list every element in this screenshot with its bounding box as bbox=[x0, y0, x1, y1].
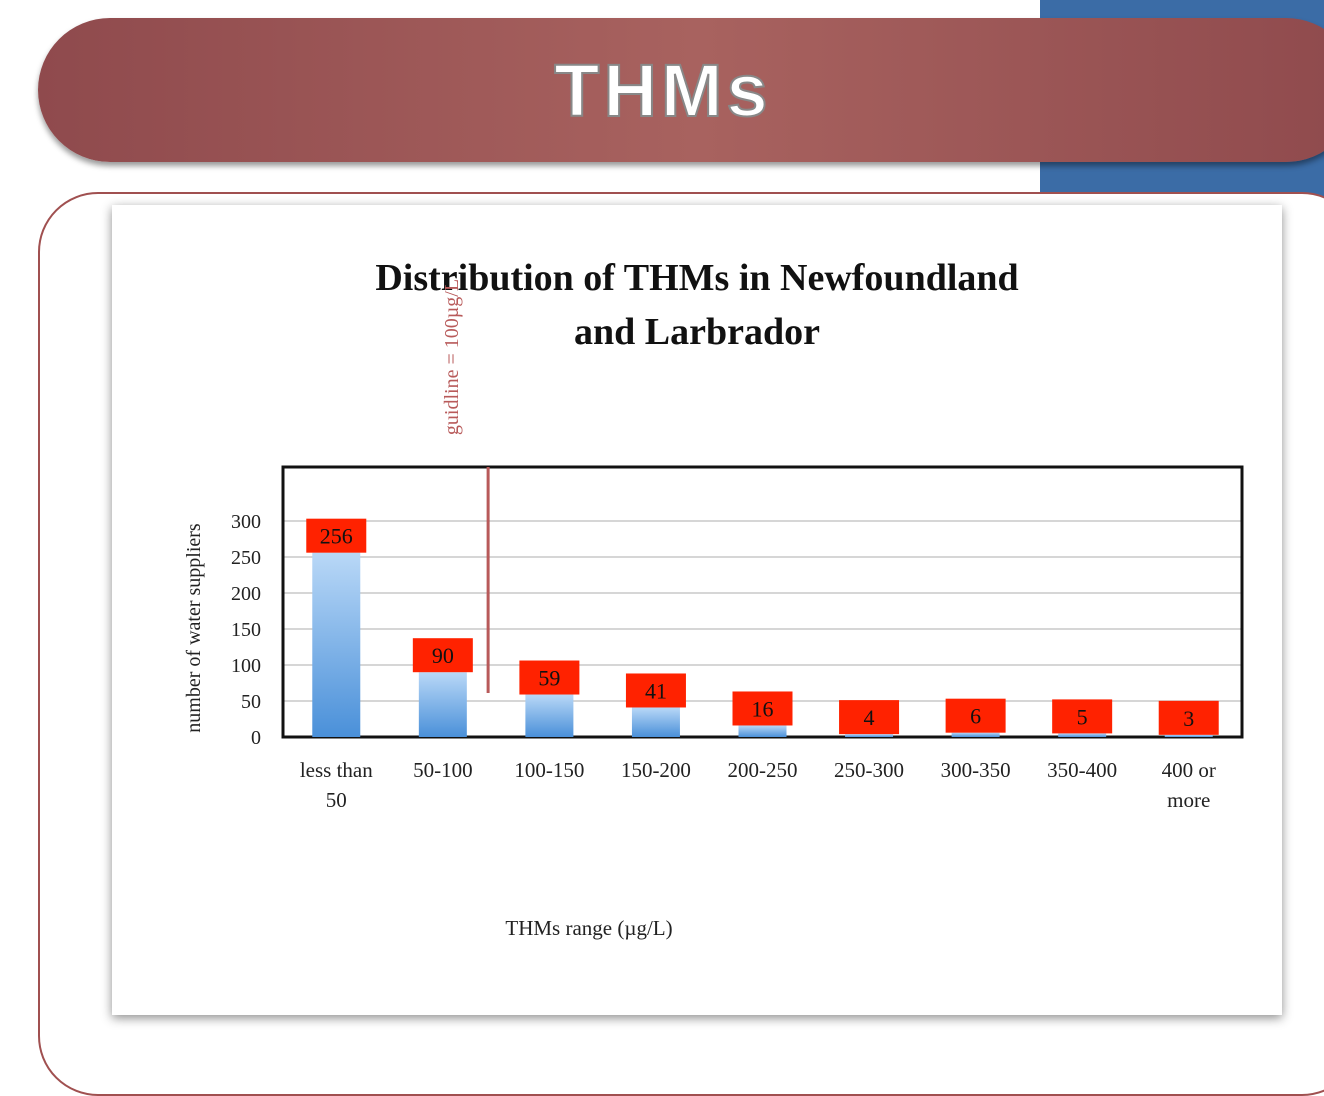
data-label: 256 bbox=[320, 524, 353, 549]
bar bbox=[525, 694, 574, 737]
slide: THMs Distribution of THMs in Newfoundlan… bbox=[38, 0, 1324, 1096]
bar bbox=[1164, 734, 1213, 737]
data-label-box bbox=[1158, 700, 1219, 735]
y-tick-label: 200 bbox=[231, 583, 261, 605]
data-label-box bbox=[412, 638, 473, 673]
y-axis-label: number of water suppliers bbox=[183, 523, 205, 733]
bar bbox=[312, 552, 361, 737]
data-label-box bbox=[625, 673, 686, 708]
chart-title: Distribution of THMs in Newfoundland and … bbox=[375, 257, 1018, 353]
y-tick-label: 250 bbox=[231, 547, 261, 569]
data-label: 90 bbox=[432, 643, 454, 668]
x-tick-label: 350-400 bbox=[1047, 758, 1118, 782]
data-label-box bbox=[839, 700, 900, 735]
data-label-box bbox=[519, 660, 580, 695]
x-tick-label: 150-200 bbox=[620, 758, 691, 782]
title-bar: THMs bbox=[38, 18, 1324, 162]
y-tick-label: 50 bbox=[241, 691, 261, 713]
bar bbox=[418, 672, 467, 737]
data-label: 6 bbox=[970, 704, 981, 729]
data-label-box bbox=[306, 518, 367, 553]
data-label-box bbox=[732, 691, 793, 726]
data-label: 59 bbox=[538, 666, 560, 691]
x-tick-label: 400 or more bbox=[1161, 758, 1216, 812]
data-label-box bbox=[1052, 699, 1113, 734]
chart: Distribution of THMs in Newfoundland and … bbox=[183, 257, 1244, 940]
x-tick-label: 100-150 bbox=[514, 758, 585, 782]
x-tick-label: 300-350 bbox=[940, 758, 1011, 782]
slide-title: THMs bbox=[553, 48, 772, 133]
guideline-label: guidline = 100µg/L bbox=[441, 279, 463, 435]
y-tick-label: 150 bbox=[231, 619, 261, 641]
bar bbox=[631, 707, 680, 737]
x-axis-label: THMs range (µg/L) bbox=[505, 916, 672, 940]
data-label: 4 bbox=[864, 705, 875, 730]
chart-card bbox=[112, 205, 1282, 1015]
bar bbox=[845, 734, 894, 737]
y-tick-label: 0 bbox=[251, 727, 261, 749]
bar bbox=[1058, 733, 1107, 737]
bar bbox=[951, 732, 1000, 737]
bar bbox=[738, 725, 787, 737]
data-label: 3 bbox=[1183, 706, 1194, 731]
y-tick-label: 100 bbox=[231, 655, 261, 677]
data-label: 5 bbox=[1077, 704, 1088, 729]
x-tick-label: 200-250 bbox=[727, 758, 798, 782]
x-tick-label: 50-100 bbox=[413, 758, 473, 782]
data-label: 41 bbox=[645, 678, 667, 703]
data-label-box bbox=[945, 698, 1006, 733]
x-tick-label: less than 50 bbox=[299, 758, 373, 812]
data-label: 16 bbox=[752, 696, 774, 721]
y-tick-label: 300 bbox=[231, 511, 261, 533]
x-tick-label: 250-300 bbox=[834, 758, 905, 782]
